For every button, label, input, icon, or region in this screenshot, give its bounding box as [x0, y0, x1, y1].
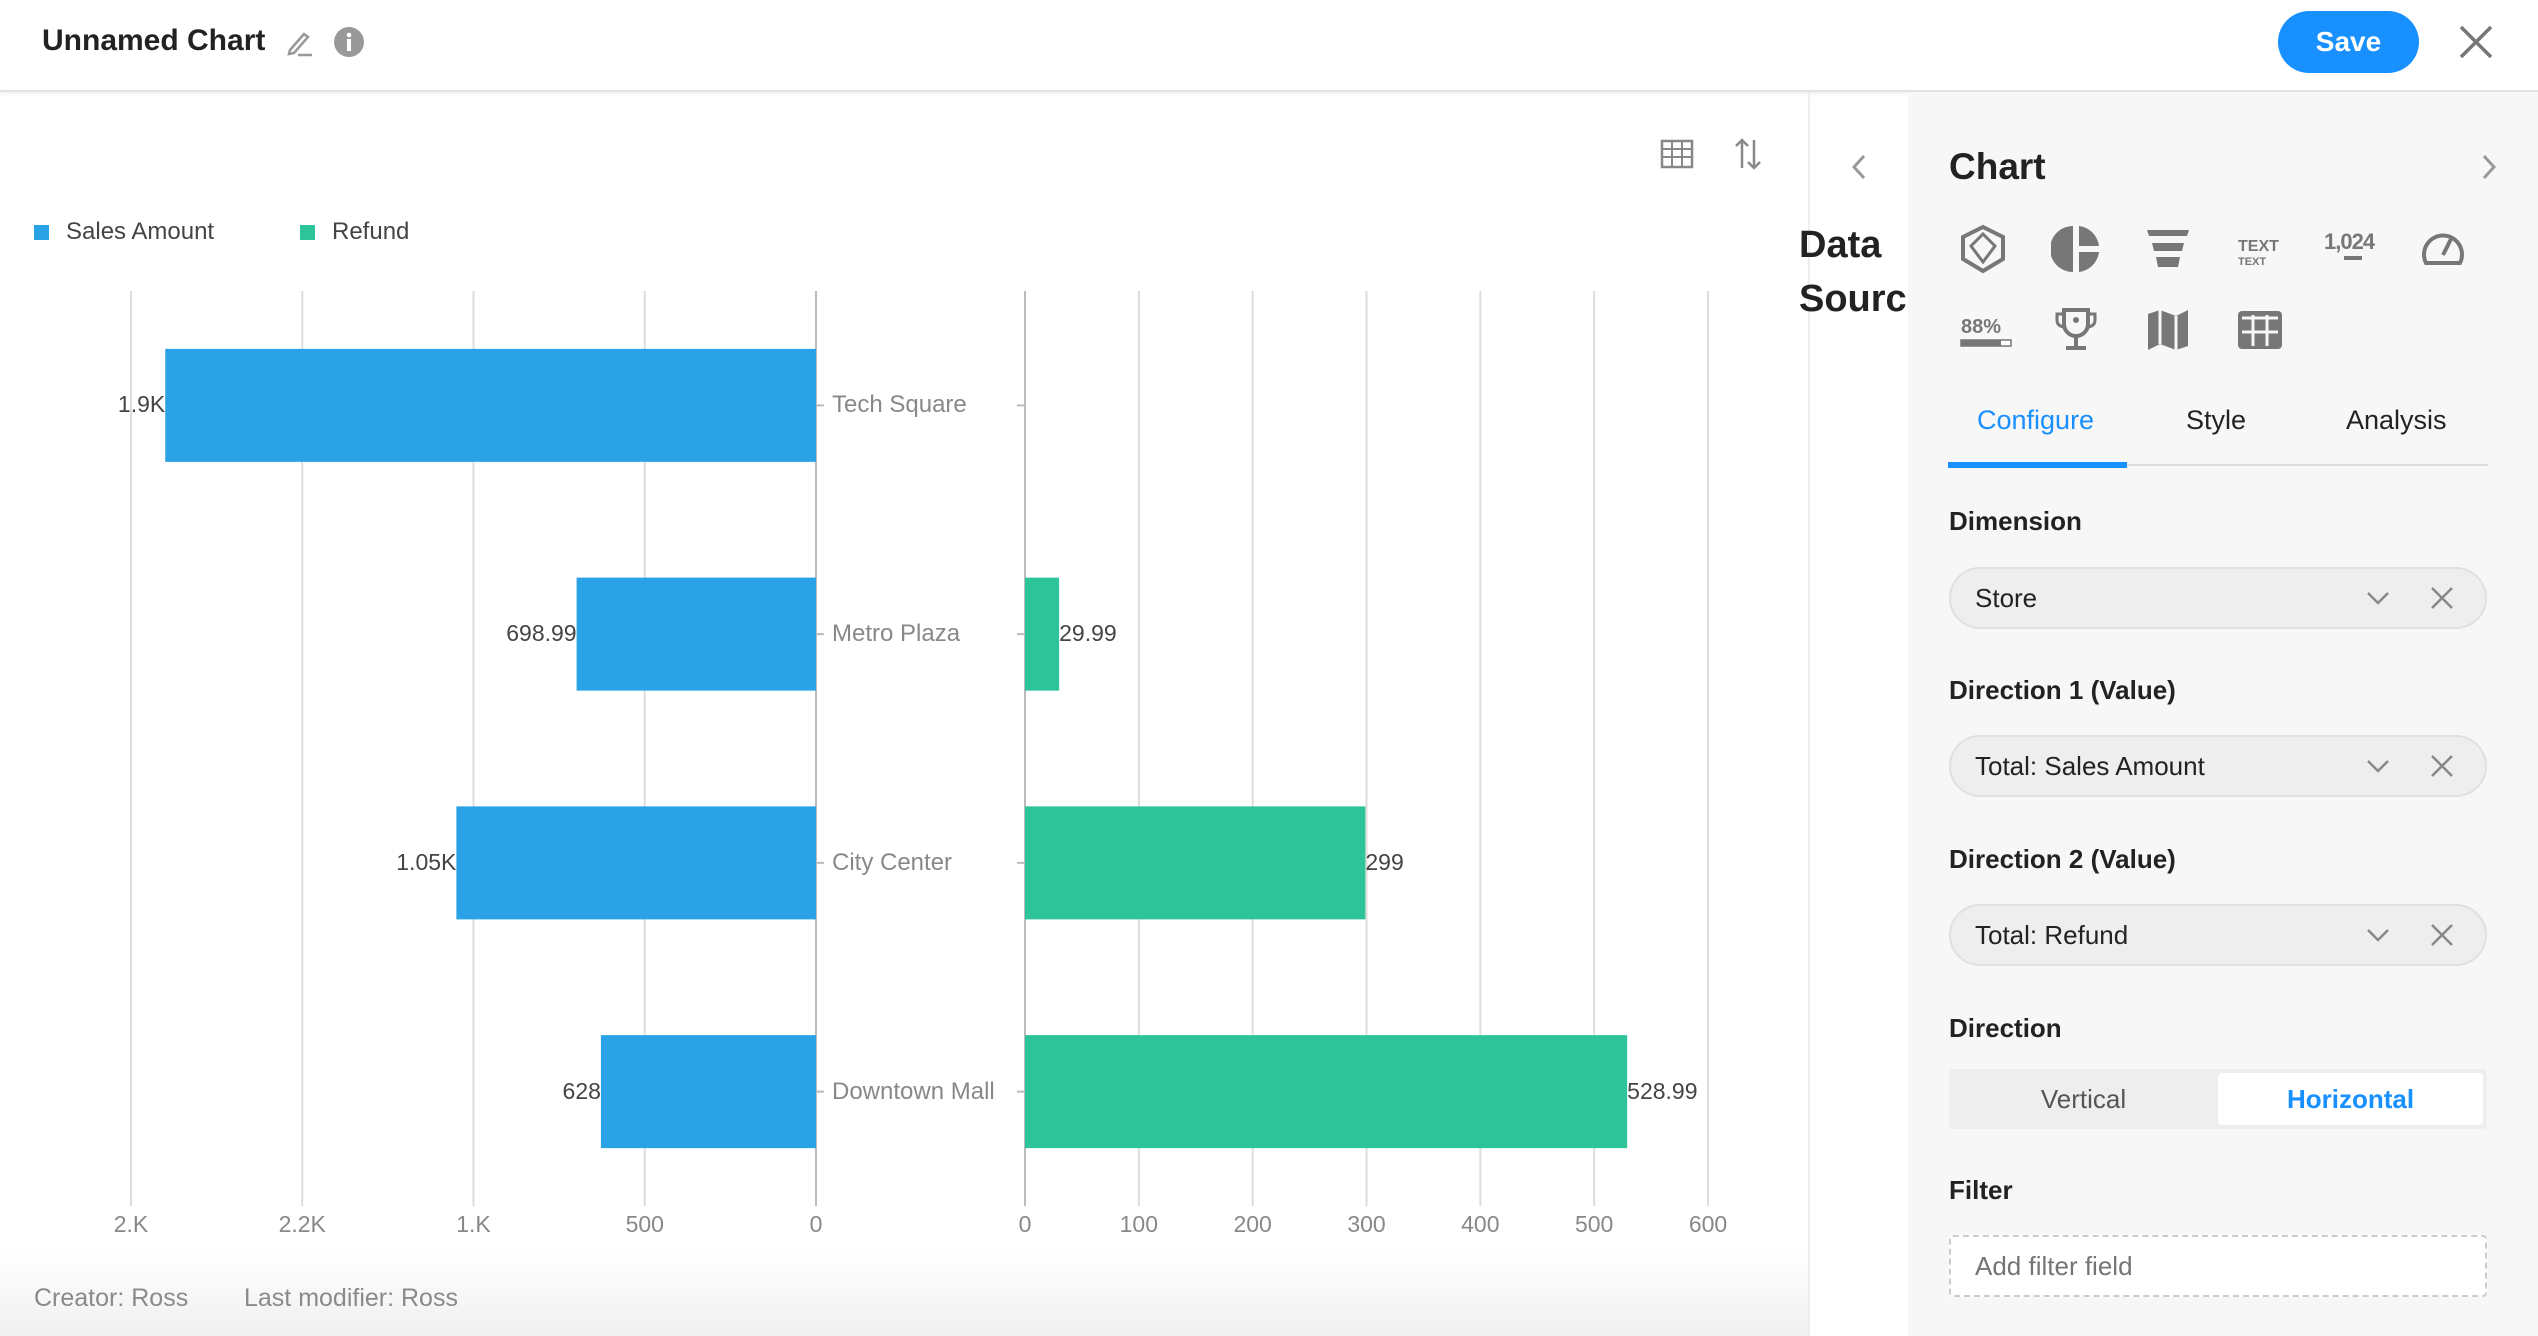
data-label-sales: 628 [562, 1077, 601, 1104]
bar-sales-amount [165, 348, 816, 462]
direction-vertical[interactable]: Vertical [2040, 1083, 2127, 1114]
header-bar [0, 0, 2538, 92]
data-label-refund: 528.99 [1627, 1077, 1698, 1104]
ranking-trophy-icon[interactable] [2048, 302, 2104, 358]
svg-text:1,024: 1,024 [2324, 229, 2376, 254]
tick-label-left: 0 [809, 1211, 823, 1237]
data-label-refund: 299 [1365, 848, 1404, 875]
creator-text: Creator: Ross [34, 1284, 189, 1312]
remove-icon[interactable] [2427, 920, 2457, 950]
chart-title[interactable]: Unnamed Chart [42, 24, 266, 57]
category-label: Metro Plaza [832, 620, 961, 648]
direction1-label: Direction 1 (Value) [1949, 675, 2176, 705]
tick-label-right: 0 [1018, 1211, 1032, 1237]
gauge-chart-icon[interactable] [2415, 221, 2471, 277]
data-label-sales: 698.99 [506, 620, 577, 647]
direction2-select[interactable]: Total: Refund [1949, 904, 2487, 966]
sort-icon[interactable] [1733, 136, 1763, 172]
progress-chart-icon[interactable]: 88% [1955, 302, 2019, 358]
svg-text:TEXT: TEXT [2238, 238, 2279, 255]
tick-label-right: 600 [1688, 1211, 1728, 1237]
direction2-label: Direction 2 (Value) [1949, 844, 2176, 874]
tick-label-left: 2.K [113, 1211, 149, 1237]
save-button[interactable]: Save [2278, 11, 2419, 73]
config-panel [1908, 92, 2538, 1336]
category-label: Tech Square [832, 391, 967, 419]
bar-sales-amount [600, 1035, 816, 1149]
legend-swatch-refund [300, 225, 315, 240]
number-card-icon[interactable]: 1,024 [2322, 221, 2384, 277]
chevron-right-icon[interactable] [2478, 152, 2500, 182]
legend-swatch-sales [34, 225, 49, 240]
bar-sales-amount [576, 577, 816, 691]
direction-label: Direction [1949, 1013, 2062, 1043]
data-label-refund: 29.99 [1059, 620, 1117, 647]
panel-title: Chart [1949, 146, 2046, 187]
remove-icon[interactable] [2427, 583, 2457, 613]
bar-chart [130, 291, 1709, 1206]
svg-text:88%: 88% [1961, 316, 2001, 338]
last-modifier-text: Last modifier: Ross [244, 1284, 458, 1312]
direction2-value: Total: Refund [1975, 919, 2129, 950]
dimension-select[interactable]: Store [1949, 567, 2487, 629]
footer [0, 1250, 1808, 1336]
chevron-down-icon[interactable] [2363, 920, 2393, 950]
filter-input[interactable] [1949, 1235, 2487, 1297]
tick-label-right: 500 [1574, 1211, 1614, 1237]
radar-chart-icon[interactable] [1955, 221, 2011, 277]
divider [1808, 92, 1810, 1336]
dimension-label: Dimension [1949, 506, 2082, 536]
table-chart-icon[interactable] [2232, 302, 2288, 358]
tick-label-left: 2.2K [278, 1211, 326, 1237]
category-label: Downtown Mall [832, 1077, 995, 1105]
active-tab-indicator [1948, 462, 2127, 468]
tick-label-left: 500 [625, 1211, 664, 1237]
legend-sales-amount[interactable]: Sales Amount [66, 218, 215, 245]
bar-sales-amount [456, 806, 816, 920]
tabs-underline [1948, 464, 2488, 466]
legend-refund[interactable]: Refund [332, 218, 410, 245]
bar-refund [1025, 806, 1366, 920]
tick-label-right: 100 [1119, 1211, 1159, 1237]
word-cloud-icon[interactable]: TEXT TEXT [2232, 221, 2288, 277]
filter-label: Filter [1949, 1175, 2013, 1205]
dimension-value: Store [1975, 582, 2038, 613]
close-icon[interactable] [2458, 24, 2494, 60]
data-source-label[interactable]: Data Source [1799, 218, 1908, 326]
table-view-icon[interactable] [1660, 138, 1694, 170]
chevron-left-icon[interactable] [1848, 152, 1870, 182]
info-icon[interactable] [333, 26, 365, 58]
tab-configure[interactable]: Configure [1977, 405, 2095, 435]
edit-pencil-icon[interactable] [284, 28, 314, 58]
data-source-text: Data Source [1799, 224, 1908, 320]
bar-refund [1025, 1035, 1628, 1149]
direction1-value: Total: Sales Amount [1975, 750, 2205, 781]
map-chart-icon[interactable] [2140, 302, 2196, 358]
tick-label-right: 300 [1347, 1211, 1386, 1237]
tab-analysis[interactable]: Analysis [2346, 405, 2447, 435]
category-label: City Center [832, 848, 953, 876]
chevron-down-icon[interactable] [2363, 751, 2393, 781]
svg-text:TEXT: TEXT [2238, 256, 2266, 268]
tick-label-right: 200 [1233, 1211, 1272, 1237]
direction-horizontal[interactable]: Horizontal [2218, 1073, 2483, 1125]
pie-chart-icon[interactable] [2048, 221, 2104, 277]
data-label-sales: 1.9K [117, 391, 166, 418]
chevron-down-icon[interactable] [2363, 583, 2393, 613]
funnel-chart-icon[interactable] [2140, 221, 2196, 277]
direction1-select[interactable]: Total: Sales Amount [1949, 735, 2487, 797]
remove-icon[interactable] [2427, 751, 2457, 781]
bar-refund [1025, 577, 1060, 691]
tab-style[interactable]: Style [2186, 405, 2247, 435]
tick-label-right: 400 [1461, 1211, 1500, 1237]
data-label-sales: 1.05K [396, 848, 457, 875]
tick-label-left: 1.K [456, 1211, 491, 1237]
